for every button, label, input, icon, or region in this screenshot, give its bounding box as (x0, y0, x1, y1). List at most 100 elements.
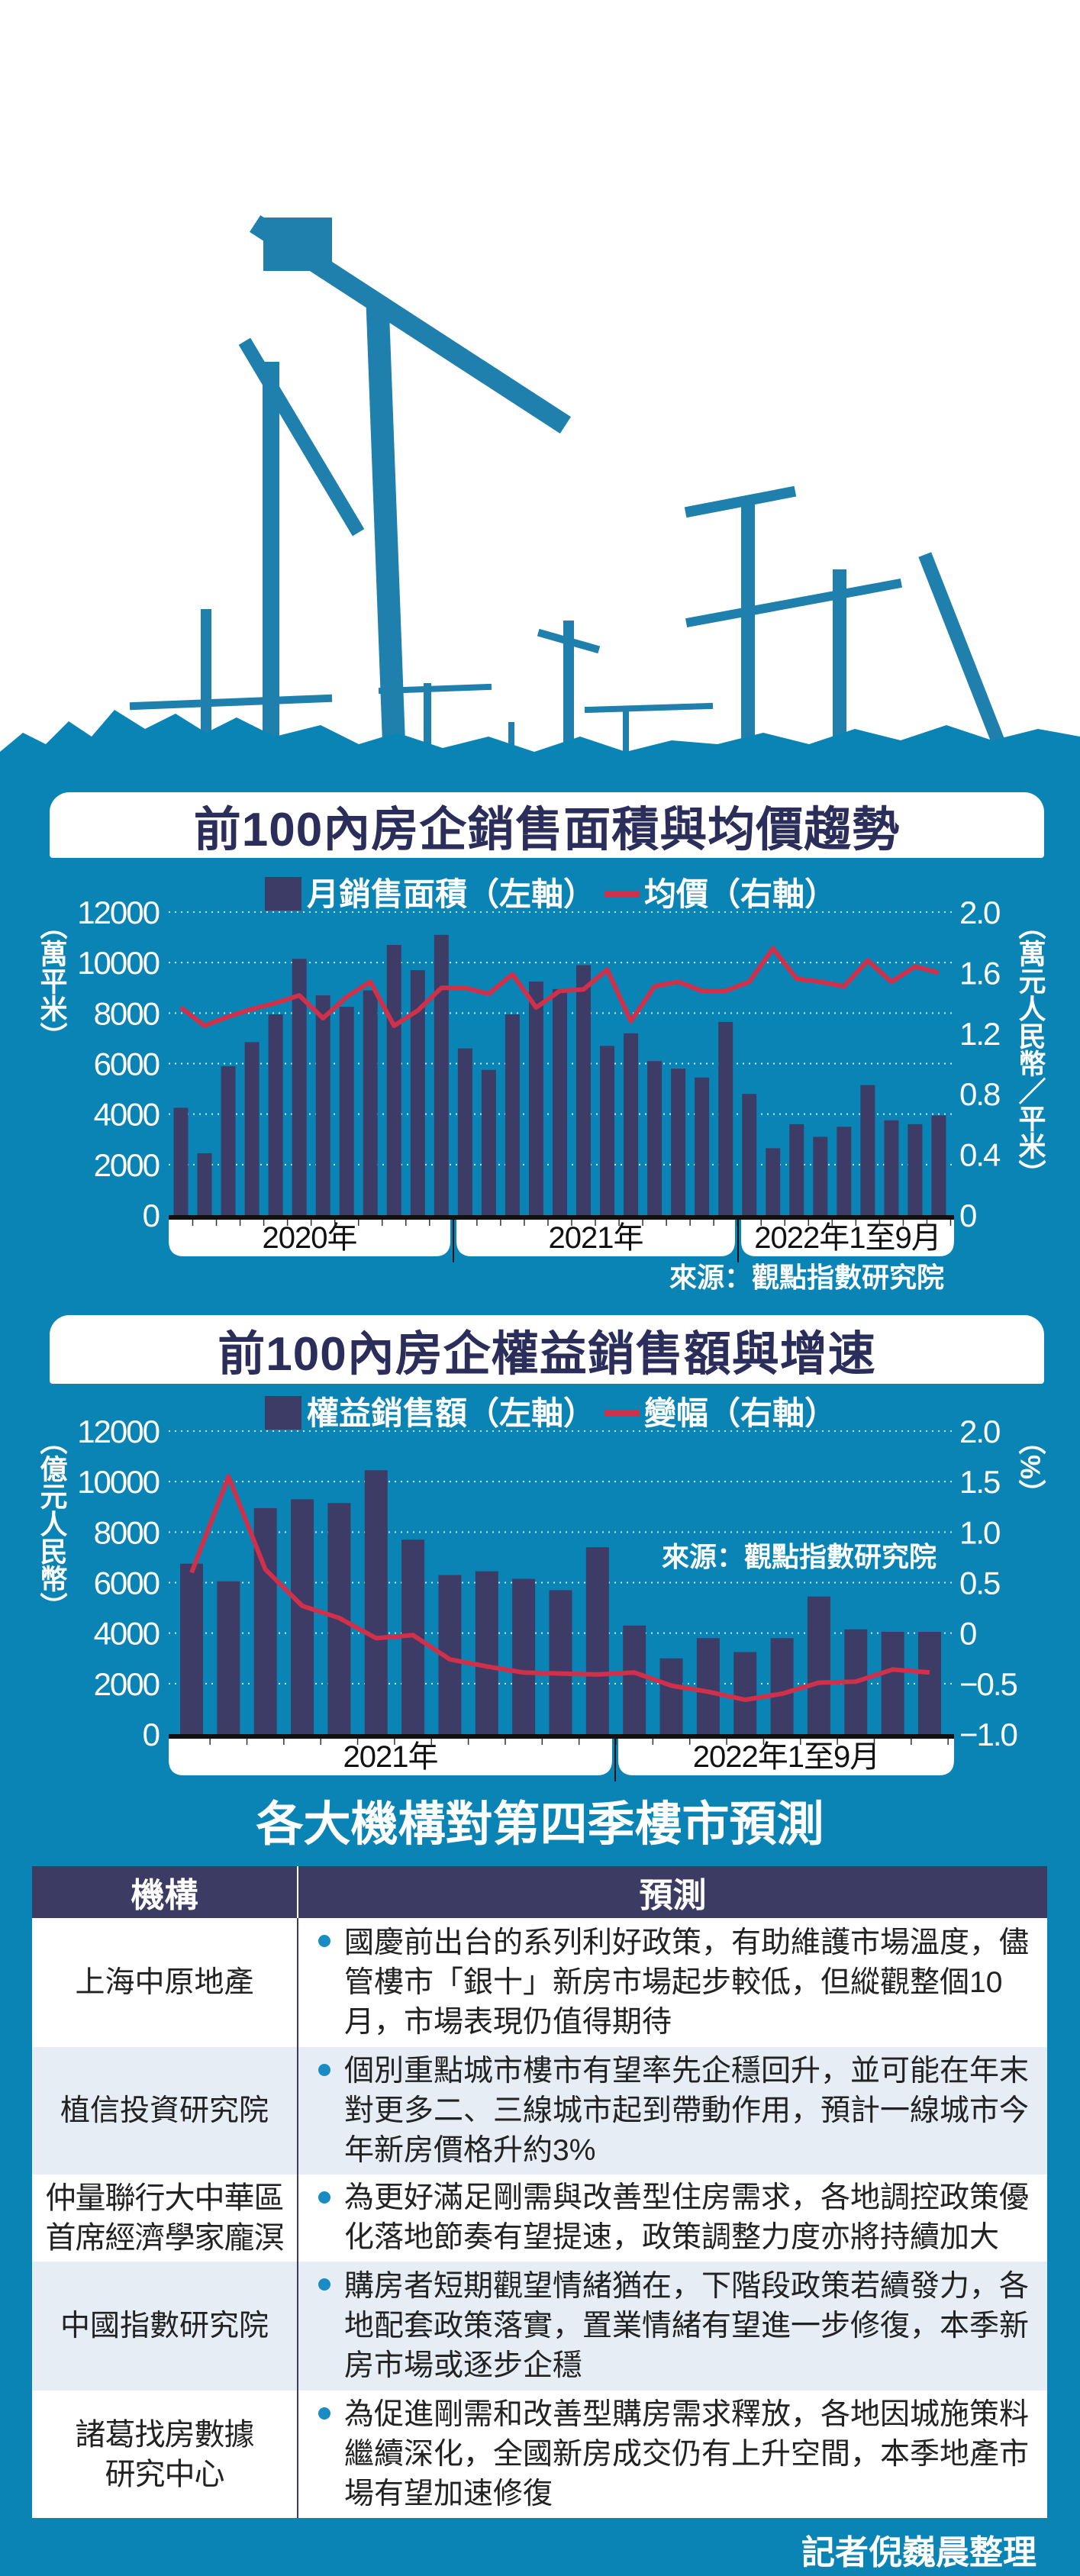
bar-2020-07 (315, 995, 330, 1215)
bar-2022-08 (908, 1124, 923, 1215)
year-label: 2022年1至9月 (693, 1740, 879, 1774)
bar-2020-01 (173, 1107, 189, 1215)
bar-2021-12 (718, 1021, 733, 1215)
institution-name: 仲量聯行大中華區 (45, 2181, 285, 2215)
year-label: 2020年 (263, 1221, 357, 1255)
bar-2022-04 (733, 1652, 757, 1734)
year-label: 2021年 (549, 1221, 643, 1255)
right-axis-tick: 0.8 (959, 1076, 1000, 1112)
bar-2022-03 (696, 1638, 720, 1734)
bar-2020-06 (292, 959, 307, 1215)
bar-2020-05 (268, 1014, 283, 1215)
forecast-table: 機構 預測 上海中原地產 國慶前出台的系列利好政策，有助維護市場溫度，儘管樓市「銀… (32, 1866, 1047, 2518)
left-axis-tick: 4000 (94, 1616, 160, 1652)
table-row: 中國指數研究院 購房者短期觀望情緒猶在，下階段政策若續發力，各地配套政策落實，置業… (32, 2262, 1047, 2391)
bar-2022-04 (813, 1136, 828, 1215)
bar-2022-01 (742, 1094, 757, 1215)
bar-2021-06 (364, 1470, 388, 1734)
left-axis-tick: 0 (143, 1198, 160, 1233)
right-axis-tick: 2.0 (959, 1414, 1000, 1449)
header-institution: 機構 (32, 1866, 298, 1918)
source-label: 來源：觀點指數研究院 (662, 1541, 937, 1572)
institution-name: 研究中心 (105, 2457, 225, 2491)
prediction-cell: 國慶前出台的系列利好政策，有助維護市場溫度，儘管樓市「銀十」新房市場起步較低，但… (298, 1918, 1047, 2047)
right-axis-tick: 0.4 (959, 1137, 1001, 1173)
institution-cell: 諸葛找房數據 研究中心 (32, 2391, 298, 2518)
institution-name: 首席經濟學家龐溟 (45, 2221, 285, 2255)
bar-2020-04 (244, 1042, 260, 1215)
institution-name: 諸葛找房數據 (75, 2417, 255, 2452)
prediction-text: 國慶前出台的系列利好政策，有助維護市場溫度，儘管樓市「銀十」新房市場起步較低，但… (344, 1926, 1030, 2039)
bullet-icon (318, 1935, 330, 1947)
bar-2021-01 (457, 1048, 472, 1215)
right-axis-tick: 0.5 (959, 1565, 1000, 1601)
bar-2022-09 (918, 1632, 941, 1734)
table-row: 上海中原地產 國慶前出台的系列利好政策，有助維護市場溫度，儘管樓市「銀十」新房市場… (32, 1918, 1047, 2047)
right-axis-tick: 1.2 (959, 1016, 1000, 1052)
left-axis-tick: 6000 (94, 1565, 160, 1601)
table-row: 諸葛找房數據 研究中心 為促進剛需和改善型購房需求釋放，各地因城施策料繼續深化，全國… (32, 2391, 1047, 2518)
left-axis-tick: 4000 (94, 1097, 160, 1133)
bar-2022-06 (860, 1085, 875, 1215)
bar-2022-01 (623, 1625, 646, 1734)
bar-2021-05 (552, 988, 567, 1215)
bar-2020-09 (363, 990, 378, 1215)
right-axis-tick: −1.0 (959, 1717, 1017, 1752)
bar-2022-06 (807, 1596, 830, 1734)
institution-name: 中國指數研究院 (60, 2309, 269, 2342)
bar-2021-04 (528, 981, 543, 1215)
bar-2022-09 (931, 1115, 946, 1215)
bar-2021-03 (505, 1014, 520, 1215)
year-band (169, 1739, 612, 1775)
bar-2020-08 (339, 1007, 354, 1215)
legend-line-label: 均價（右軸） (644, 876, 837, 912)
left-axis-tick: 12000 (77, 895, 159, 930)
legend-line-label: 變幅（右軸） (644, 1395, 837, 1431)
prediction-cell: 購房者短期觀望情緒猶在，下階段政策若續發力，各地配套政策落實，置業情緒有望進一步… (298, 2262, 1047, 2391)
prediction-cell: 個別重點城市樓市有望率先企穩回升，並可能在年末對更多二、三線城市起到帶動作用，預… (298, 2047, 1047, 2175)
bullet-icon (318, 2278, 330, 2291)
left-axis-tick: 2000 (94, 1666, 160, 1702)
table-header-row: 機構 預測 (32, 1866, 1047, 1918)
right-axis-unit: （萬元人民幣／平米） (1015, 912, 1046, 1187)
prediction-text: 個別重點城市樓市有望率先企穩回升，並可能在年末對更多二、三線城市起到帶動作用，預… (344, 2054, 1030, 2167)
bullet-icon (318, 2407, 330, 2420)
bar-2020-02 (197, 1153, 212, 1215)
right-axis-tick: 1.6 (959, 955, 1000, 991)
institution-cell: 仲量聯行大中華區 首席經濟學家龐溟 (32, 2175, 298, 2262)
prediction-text: 為更好滿足剛需與改善型住房需求，各地調控政策優化落地節奏有望提速，政策調整力度亦… (344, 2181, 1030, 2254)
bar-2021-02 (217, 1581, 240, 1734)
prediction-cell: 為更好滿足剛需與改善型住房需求，各地調控政策優化落地節奏有望提速，政策調整力度亦… (298, 2175, 1047, 2262)
left-axis-tick: 8000 (94, 1514, 160, 1550)
bar-2021-10 (512, 1578, 536, 1734)
left-axis-unit: （萬平米） (37, 912, 68, 1049)
left-axis-tick: 2000 (94, 1147, 160, 1183)
right-axis-tick: 0 (959, 1616, 976, 1652)
institution-name: 上海中原地產 (75, 1965, 254, 1999)
institution-cell: 中國指數研究院 (32, 2262, 298, 2391)
right-axis-tick: −0.5 (959, 1666, 1017, 1702)
year-band (741, 1220, 954, 1256)
bar-2022-02 (659, 1658, 683, 1734)
bar-2020-10 (386, 945, 401, 1215)
legend-bar-label: 月銷售面積（左軸） (307, 876, 595, 912)
bar-2021-03 (253, 1507, 277, 1734)
bar-2020-12 (434, 934, 449, 1215)
legend-line-swatch (604, 1410, 640, 1417)
header-prediction: 預測 (298, 1866, 1047, 1918)
year-band (456, 1220, 735, 1256)
prediction-cell: 為促進剛需和改善型購房需求釋放，各地因城施策料繼續深化，全國新房成交仍有上升空間… (298, 2391, 1047, 2518)
bar-2021-01 (180, 1563, 203, 1734)
bar-2021-11 (695, 1077, 710, 1215)
left-axis-unit: （億元人民幣） (37, 1427, 68, 1620)
legend-bar-swatch (265, 1396, 301, 1430)
bar-2021-10 (671, 1069, 686, 1215)
bar-2022-08 (881, 1632, 904, 1734)
bar-2022-07 (884, 1120, 899, 1215)
left-axis-tick: 8000 (94, 995, 160, 1031)
bar-2022-05 (770, 1638, 794, 1734)
bar-2021-08 (624, 1033, 639, 1215)
year-label: 2022年1至9月 (754, 1221, 940, 1255)
bar-2021-04 (291, 1499, 314, 1734)
